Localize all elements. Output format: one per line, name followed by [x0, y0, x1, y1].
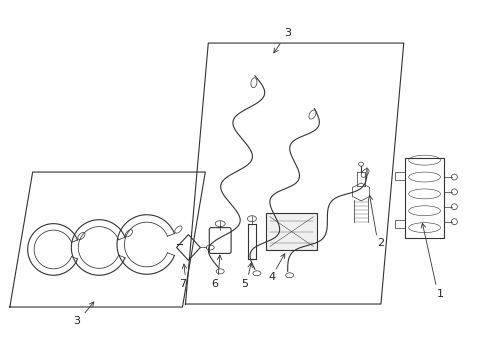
- Text: 1: 1: [436, 289, 443, 299]
- Text: 2: 2: [377, 238, 384, 248]
- Text: 6: 6: [211, 279, 218, 289]
- Text: 3: 3: [73, 316, 80, 326]
- Text: 7: 7: [179, 279, 185, 289]
- Text: 4: 4: [268, 272, 275, 282]
- Text: 3: 3: [284, 28, 290, 38]
- Text: 5: 5: [241, 279, 248, 289]
- Bar: [265, 213, 317, 251]
